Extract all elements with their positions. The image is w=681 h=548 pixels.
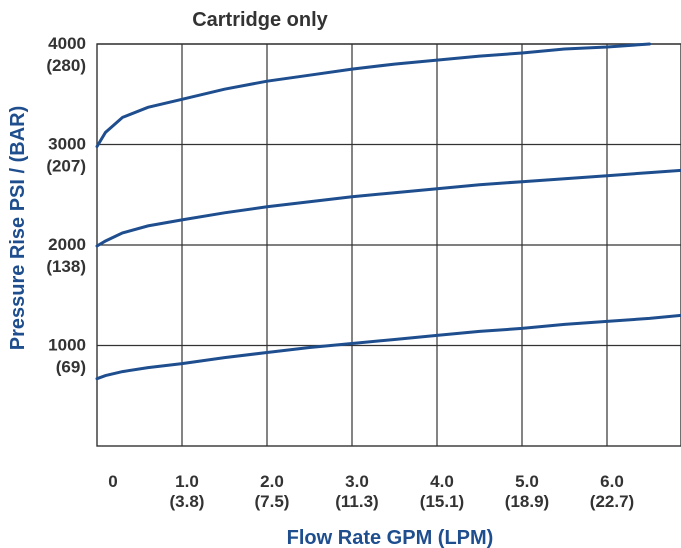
y-tick-sublabel: (138): [46, 257, 86, 276]
y-tick-label: 3000: [48, 135, 86, 154]
series-lines: [95, 42, 681, 381]
series-line-3: [95, 313, 681, 381]
y-tick-sublabel: (280): [46, 56, 86, 75]
x-tick-sublabel: (18.9): [505, 492, 549, 511]
y-tick-label: 4000: [48, 34, 86, 53]
series-line-1: [95, 42, 651, 148]
x-axis-label: Flow Rate GPM (LPM): [287, 527, 494, 548]
y-tick-sublabel: (69): [56, 358, 86, 377]
x-tick-label: 1.0: [175, 472, 199, 491]
chart-title: Cartridge only: [192, 9, 328, 31]
x-tick-label: 4.0: [430, 472, 454, 491]
x-tick-label: 6.0: [600, 472, 624, 491]
series-line-2: [95, 168, 681, 248]
x-tick-sublabel: (3.8): [170, 492, 205, 511]
x-tick-label: 0: [108, 472, 117, 491]
x-tick-sublabel: (22.7): [590, 492, 634, 511]
x-tick-sublabel: (11.3): [335, 492, 378, 511]
x-tick-label: 3.0: [345, 472, 369, 491]
y-axis-label: Pressure Rise PSI / (BAR): [7, 106, 29, 351]
x-tick-label: 5.0: [515, 472, 539, 491]
x-tick-sublabel: (15.1): [420, 492, 464, 511]
x-tick-labels: 0 1.0(3.8) 2.0(7.5) 3.0(11.3) 4.0(15.1) 5.0(1…: [108, 472, 634, 511]
y-tick-labels: 4000 (280) 3000 (207) 2000 (138) 1000 (69): [46, 34, 86, 377]
y-tick-sublabel: (207): [46, 157, 86, 176]
y-tick-label: 2000: [48, 235, 86, 254]
x-tick-sublabel: (7.5): [255, 492, 290, 511]
grid-lines: [97, 43, 681, 446]
y-tick-label: 1000: [48, 336, 86, 355]
x-tick-label: 2.0: [260, 472, 284, 491]
